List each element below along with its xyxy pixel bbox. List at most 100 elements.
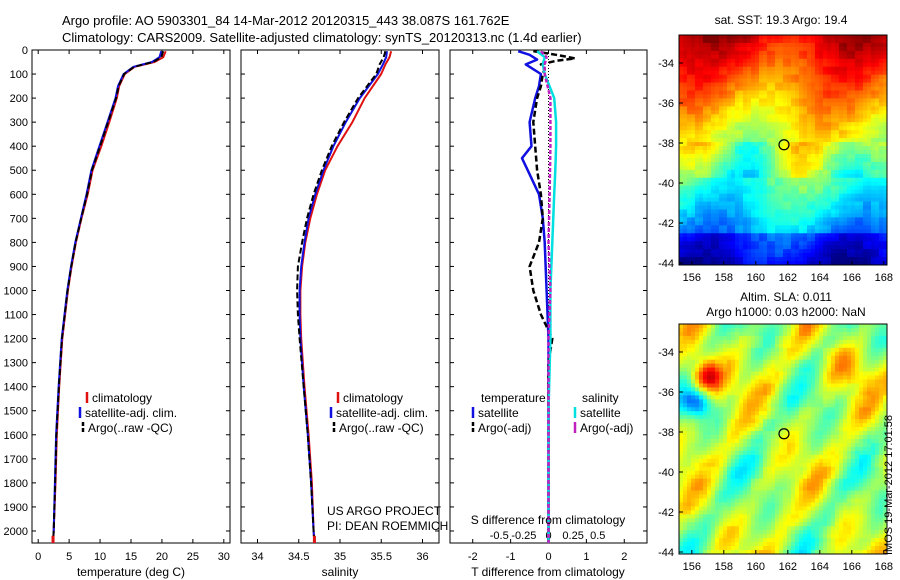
map-cell xyxy=(811,134,816,139)
map-cell xyxy=(755,442,760,448)
map-cell xyxy=(691,245,696,250)
map-cell xyxy=(703,427,708,432)
map-cell xyxy=(763,146,768,151)
map-cell xyxy=(835,359,840,365)
map-cell xyxy=(831,415,836,420)
map-cell xyxy=(859,201,864,206)
map-cell xyxy=(751,375,756,380)
map-cell xyxy=(779,411,784,416)
map-cell xyxy=(871,423,876,428)
map-cell xyxy=(815,327,820,333)
map-cell xyxy=(759,450,764,456)
map-cell xyxy=(687,98,692,103)
map-cell xyxy=(739,257,744,262)
map-cell xyxy=(867,185,872,191)
map-cell xyxy=(827,181,832,187)
map-cell xyxy=(807,209,812,214)
map-cell xyxy=(879,213,884,218)
map-cell xyxy=(747,363,752,369)
map-cell xyxy=(827,355,832,361)
map-cell xyxy=(707,371,712,376)
map-cell xyxy=(711,355,716,361)
map-cell xyxy=(823,35,828,40)
map-cell xyxy=(799,201,804,206)
map-cell xyxy=(707,253,712,258)
map-cell xyxy=(731,435,736,440)
map-cell xyxy=(879,446,884,452)
map-cell xyxy=(883,90,887,95)
map-cell xyxy=(863,245,868,250)
map-cell xyxy=(811,415,816,420)
map-cell xyxy=(799,411,804,416)
map-cell xyxy=(819,153,824,159)
map-cell xyxy=(831,122,836,127)
map-cell xyxy=(723,439,728,444)
map-cell xyxy=(707,379,712,384)
map-cell xyxy=(719,367,724,372)
map-cell xyxy=(739,153,744,159)
map-cell xyxy=(695,161,700,167)
map-cell xyxy=(867,249,872,254)
map-cell xyxy=(883,169,887,175)
map-cell xyxy=(679,431,684,436)
map-cell xyxy=(707,367,712,372)
map-cell xyxy=(743,54,748,60)
map-cell xyxy=(751,351,756,357)
map-cell xyxy=(703,407,708,412)
map-cell xyxy=(735,185,740,191)
map-cell xyxy=(727,110,732,115)
map-cell xyxy=(719,161,724,167)
map-cell xyxy=(783,142,788,147)
map-cell xyxy=(707,185,712,191)
map-cell xyxy=(783,185,788,191)
map-cell xyxy=(811,94,816,99)
map-cell xyxy=(871,237,876,242)
map-cell xyxy=(787,442,792,448)
map-cell xyxy=(827,130,832,135)
map-cell xyxy=(735,153,740,159)
map-cell xyxy=(735,110,740,115)
map-cell xyxy=(847,134,852,139)
map-cell xyxy=(707,74,712,80)
map-cell xyxy=(791,90,796,95)
map-cell xyxy=(743,50,748,56)
map-cell xyxy=(739,58,744,64)
map-cell xyxy=(743,134,748,139)
map-cell xyxy=(743,257,748,262)
map-cell xyxy=(863,383,868,388)
map-cell xyxy=(755,383,760,388)
map-cell xyxy=(743,375,748,380)
map-cell xyxy=(759,253,764,258)
map-cell xyxy=(815,193,820,198)
map-cell xyxy=(779,241,784,246)
map-cell xyxy=(779,173,784,179)
map-cell xyxy=(747,367,752,372)
map-cell xyxy=(723,66,728,72)
map-cell xyxy=(795,201,800,206)
map-cell xyxy=(855,161,860,167)
map-cell xyxy=(711,225,716,230)
map-cell xyxy=(763,86,768,91)
map-cell xyxy=(783,197,788,202)
map-cell xyxy=(835,446,840,452)
map-cell xyxy=(731,122,736,127)
map-cell xyxy=(867,435,872,440)
map-cell xyxy=(711,94,716,99)
map-cell xyxy=(799,193,804,198)
map-cell xyxy=(871,157,876,163)
map-cell xyxy=(767,122,772,127)
map-cell xyxy=(851,177,856,183)
map-cell xyxy=(719,201,724,206)
map-cell xyxy=(727,249,732,254)
map-cell xyxy=(879,403,884,408)
map-cell xyxy=(791,102,796,107)
map-cell xyxy=(703,134,708,139)
map-cell xyxy=(735,150,740,155)
map-cell xyxy=(679,98,684,103)
map-cell xyxy=(679,157,684,163)
map-cell xyxy=(859,74,864,80)
map-cell xyxy=(687,249,692,254)
map-cell xyxy=(707,177,712,183)
map-cell xyxy=(771,375,776,380)
map-cell xyxy=(775,213,780,218)
